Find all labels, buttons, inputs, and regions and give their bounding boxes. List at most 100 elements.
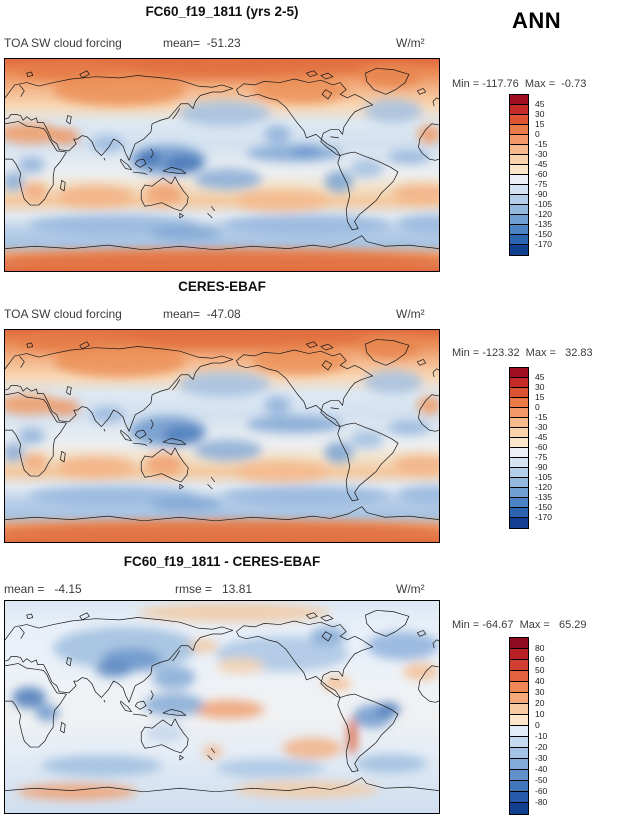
panel2-title: CERES-EBAF <box>178 279 266 294</box>
colorbar-cell <box>510 175 528 185</box>
colorbar-cell <box>510 649 528 660</box>
colorbar-cell <box>510 145 528 155</box>
colorbar-tick-label: -30 <box>535 753 548 763</box>
colorbar-cell <box>510 770 528 781</box>
colorbar-cell <box>510 438 528 448</box>
colorbar-tick-label: 60 <box>535 654 545 664</box>
colorbar-tick-label: 45 <box>535 372 545 382</box>
colorbar-cell <box>510 704 528 715</box>
colorbar-cell <box>510 125 528 135</box>
coastlines <box>5 68 439 251</box>
colorbar-cell <box>510 95 528 105</box>
colorbar-tick-label: -105 <box>535 199 553 209</box>
colorbar-cell <box>510 448 528 458</box>
panel3-mean-stat: mean = -4.15 <box>4 582 82 596</box>
colorbar-tick-label: 15 <box>535 392 545 402</box>
colorbar-cell <box>510 105 528 115</box>
colorbar-cell <box>510 398 528 408</box>
colorbar-cell <box>510 737 528 748</box>
world-map-obs <box>4 329 440 543</box>
colorbar-tick-label: -135 <box>535 219 553 229</box>
colorbar-swatches <box>509 367 529 529</box>
panel2-minmax-stat: Min = -123.32 Max = 32.83 <box>452 347 593 359</box>
colorbar-tick-label: 0 <box>535 402 540 412</box>
colorbar-tick-label: -60 <box>535 786 548 796</box>
colorbar-tick-label: -75 <box>535 452 548 462</box>
colorbar-tick-label: 0 <box>535 129 540 139</box>
colorbar-tick-label: -30 <box>535 149 548 159</box>
colorbar-cell <box>510 682 528 693</box>
colorbar-cell <box>510 803 528 814</box>
colorbar-cell <box>510 660 528 671</box>
colorbar-swatches <box>509 637 529 815</box>
colorbar-cell <box>510 135 528 145</box>
colorbar-tick-label: -40 <box>535 764 548 774</box>
colorbar-cell <box>510 225 528 235</box>
colorbar-tick-label: -90 <box>535 462 548 472</box>
colorbar-tick-label: -90 <box>535 189 548 199</box>
colorbar-cell <box>510 671 528 682</box>
panel1-variable-label: TOA SW cloud forcing <box>4 36 122 50</box>
colorbar-swatches <box>509 94 529 256</box>
colorbar-cell <box>510 245 528 255</box>
colorbar-tick-label: -15 <box>535 412 548 422</box>
map-field-anomalies <box>12 603 439 801</box>
colorbar-cell <box>510 792 528 803</box>
panel2-units-label: W/m² <box>396 307 425 321</box>
colorbar-tick-label: -135 <box>535 492 553 502</box>
colorbar-tick-label: -45 <box>535 159 548 169</box>
colorbar-tick-label: -150 <box>535 229 553 239</box>
colorbar-cell <box>510 165 528 175</box>
colorbar-cell <box>510 468 528 478</box>
colorbar-tick-label: -60 <box>535 169 548 179</box>
colorbar-cell <box>510 428 528 438</box>
colorbar-tick-label: -170 <box>535 512 553 522</box>
colorbar-tick-label: 30 <box>535 382 545 392</box>
panel1-title: FC60_f19_1811 (yrs 2-5) <box>145 4 299 19</box>
panel1-units-label: W/m² <box>396 36 425 50</box>
panel3-units-label: W/m² <box>396 582 425 596</box>
world-map-model <box>4 58 440 272</box>
panel3-title: FC60_f19_1811 - CERES-EBAF <box>123 554 321 569</box>
colorbar-cell <box>510 726 528 737</box>
panel1-mean-stat: mean= -51.23 <box>163 36 241 50</box>
coastlines <box>5 610 439 793</box>
colorbar-cell <box>510 508 528 518</box>
colorbar-tick-label: -30 <box>535 422 548 432</box>
colorbar-tick-label: -170 <box>535 239 553 249</box>
colorbar-cell <box>510 205 528 215</box>
colorbar-cell <box>510 235 528 245</box>
colorbar-cell <box>510 408 528 418</box>
colorbar-cell <box>510 378 528 388</box>
colorbar-tick-label: -150 <box>535 502 553 512</box>
colorbar-tick-label: 15 <box>535 119 545 129</box>
colorbar-tick-label: -75 <box>535 179 548 189</box>
colorbar-cell <box>510 488 528 498</box>
colorbar-cell <box>510 185 528 195</box>
colorbar-cell <box>510 368 528 378</box>
colorbar-tick-label: -120 <box>535 482 553 492</box>
colorbar-cell <box>510 759 528 770</box>
colorbar-tick-label: 30 <box>535 109 545 119</box>
colorbar-tick-label: 40 <box>535 676 545 686</box>
world-map-difference <box>4 600 440 814</box>
colorbar-tick-label: 80 <box>535 643 545 653</box>
colorbar-cell <box>510 748 528 759</box>
colorbar-tick-label: 10 <box>535 709 545 719</box>
colorbar-tick-label: 30 <box>535 687 545 697</box>
colorbar-tick-label: 0 <box>535 720 540 730</box>
map-field-anomalies <box>5 330 439 542</box>
season-label: ANN <box>512 8 562 33</box>
colorbar-cell <box>510 195 528 205</box>
colorbar-tick-label: 20 <box>535 698 545 708</box>
panel2-variable-label: TOA SW cloud forcing <box>4 307 122 321</box>
colorbar-tick-label: -60 <box>535 442 548 452</box>
colorbar-cell <box>510 781 528 792</box>
colorbar-cell <box>510 715 528 726</box>
colorbar-tick-label: -50 <box>535 775 548 785</box>
panel3-minmax-stat: Min = -64.67 Max = 65.29 <box>452 619 587 631</box>
colorbar-cell <box>510 498 528 508</box>
colorbar-tick-label: -10 <box>535 731 548 741</box>
panel2-mean-stat: mean= -47.08 <box>163 307 241 321</box>
colorbar-cell <box>510 215 528 225</box>
